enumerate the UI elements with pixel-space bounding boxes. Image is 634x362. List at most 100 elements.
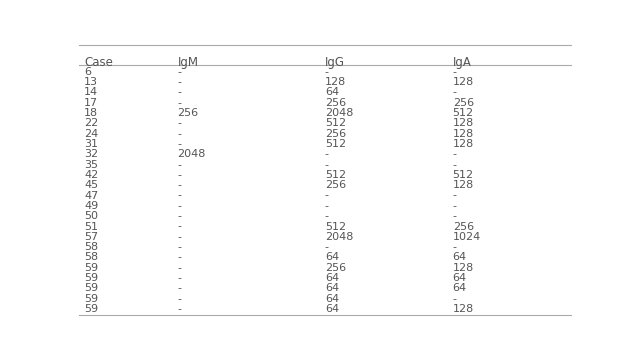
Text: -: - [178,98,181,108]
Text: 59: 59 [84,263,98,273]
Text: 17: 17 [84,98,98,108]
Text: 512: 512 [325,222,346,232]
Text: -: - [178,232,181,242]
Text: 64: 64 [453,283,467,293]
Text: 128: 128 [453,139,474,149]
Text: -: - [178,294,181,304]
Text: -: - [325,211,329,221]
Text: 32: 32 [84,149,98,159]
Text: -: - [178,211,181,221]
Text: 13: 13 [84,77,98,87]
Text: 512: 512 [453,170,474,180]
Text: 58: 58 [84,252,98,262]
Text: 64: 64 [325,294,339,304]
Text: -: - [325,160,329,170]
Text: 18: 18 [84,108,98,118]
Text: 128: 128 [453,77,474,87]
Text: -: - [178,263,181,273]
Text: -: - [178,252,181,262]
Text: 42: 42 [84,170,98,180]
Text: -: - [178,118,181,129]
Text: IgM: IgM [178,56,198,69]
Text: 57: 57 [84,232,98,242]
Text: 256: 256 [325,129,346,139]
Text: 22: 22 [84,118,98,129]
Text: 64: 64 [453,273,467,283]
Text: -: - [178,67,181,77]
Text: 256: 256 [325,180,346,190]
Text: 512: 512 [325,170,346,180]
Text: Case: Case [84,56,113,69]
Text: -: - [453,190,456,201]
Text: 2048: 2048 [325,108,353,118]
Text: 64: 64 [325,273,339,283]
Text: 256: 256 [453,98,474,108]
Text: 58: 58 [84,242,98,252]
Text: IgG: IgG [325,56,345,69]
Text: 256: 256 [178,108,198,118]
Text: 14: 14 [84,88,98,97]
Text: -: - [325,67,329,77]
Text: -: - [453,211,456,221]
Text: -: - [178,139,181,149]
Text: -: - [453,67,456,77]
Text: -: - [178,77,181,87]
Text: 45: 45 [84,180,98,190]
Text: 35: 35 [84,160,98,170]
Text: -: - [325,190,329,201]
Text: 128: 128 [453,304,474,314]
Text: 59: 59 [84,283,98,293]
Text: 256: 256 [325,263,346,273]
Text: 6: 6 [84,67,91,77]
Text: -: - [178,180,181,190]
Text: 512: 512 [325,118,346,129]
Text: 256: 256 [325,98,346,108]
Text: -: - [178,190,181,201]
Text: -: - [178,242,181,252]
Text: 128: 128 [325,77,346,87]
Text: 64: 64 [453,252,467,262]
Text: 50: 50 [84,211,98,221]
Text: -: - [325,242,329,252]
Text: 2048: 2048 [178,149,206,159]
Text: 47: 47 [84,190,98,201]
Text: -: - [178,273,181,283]
Text: -: - [453,294,456,304]
Text: 512: 512 [325,139,346,149]
Text: -: - [178,88,181,97]
Text: -: - [178,201,181,211]
Text: 128: 128 [453,118,474,129]
Text: -: - [453,160,456,170]
Text: 51: 51 [84,222,98,232]
Text: -: - [178,160,181,170]
Text: 64: 64 [325,283,339,293]
Text: -: - [325,201,329,211]
Text: 64: 64 [325,88,339,97]
Text: 2048: 2048 [325,232,353,242]
Text: 512: 512 [453,108,474,118]
Text: 64: 64 [325,252,339,262]
Text: 64: 64 [325,304,339,314]
Text: 256: 256 [453,222,474,232]
Text: -: - [453,242,456,252]
Text: 1024: 1024 [453,232,481,242]
Text: -: - [453,149,456,159]
Text: 59: 59 [84,273,98,283]
Text: -: - [178,283,181,293]
Text: 59: 59 [84,304,98,314]
Text: -: - [325,149,329,159]
Text: 128: 128 [453,129,474,139]
Text: 128: 128 [453,180,474,190]
Text: -: - [178,129,181,139]
Text: -: - [453,88,456,97]
Text: 128: 128 [453,263,474,273]
Text: -: - [178,304,181,314]
Text: -: - [453,201,456,211]
Text: -: - [178,222,181,232]
Text: 31: 31 [84,139,98,149]
Text: IgA: IgA [453,56,472,69]
Text: 59: 59 [84,294,98,304]
Text: 49: 49 [84,201,98,211]
Text: 24: 24 [84,129,98,139]
Text: -: - [178,170,181,180]
